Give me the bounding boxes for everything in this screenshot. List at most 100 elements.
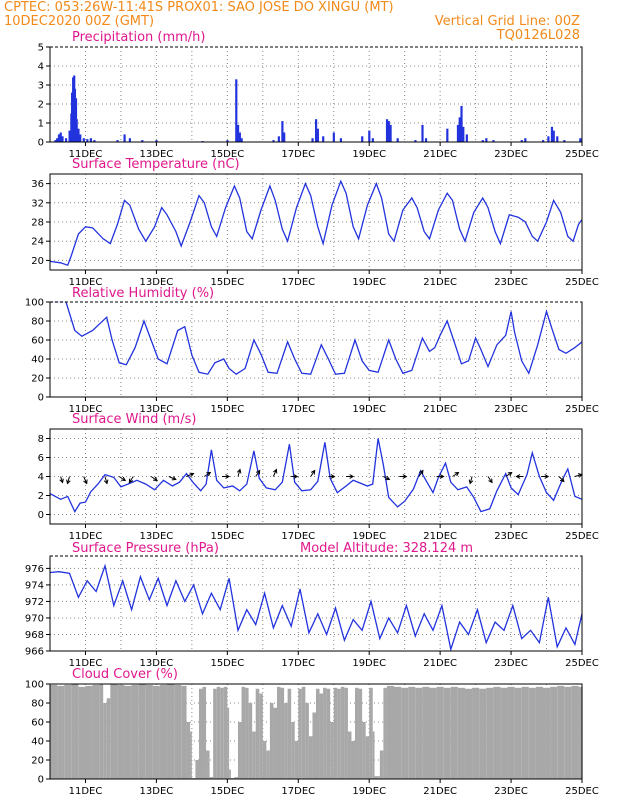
precip-bar: [322, 136, 325, 142]
cloud-bar: [186, 722, 191, 779]
cloud-bar: [333, 687, 338, 779]
cloud-bar: [557, 685, 565, 779]
rh-xtick-label: 11DEC: [69, 404, 103, 415]
pres-xtick-label: 17DEC: [281, 658, 315, 669]
precip-bar: [240, 138, 243, 142]
temp-panel-title: Surface Temperature (nC): [72, 157, 240, 172]
cloud-bar: [110, 684, 118, 779]
temp-xtick-label: 15DEC: [210, 277, 244, 288]
header-station-line: CPTEC: 053:26W-11:41S PROX01: SAO JOSE D…: [4, 0, 394, 15]
wind-arrow: [346, 474, 355, 479]
cloud-bar: [340, 686, 345, 779]
precip-ytick-label: 2: [38, 100, 44, 111]
cloud-bar: [195, 760, 199, 779]
cloud-panel: 0 20 40 60 80 100 11DEC 13DEC 15DEC 17DEC 19DEC 21D…: [25, 680, 599, 798]
precip-bar: [68, 130, 71, 142]
cloud-bar: [323, 687, 327, 779]
cloud-bar: [266, 750, 270, 779]
cloud-bar: [450, 686, 458, 779]
wind-arrow: [83, 476, 88, 485]
rh-ytick-label: 40: [31, 355, 44, 366]
precip-bar: [460, 105, 463, 142]
precip-bar: [56, 138, 59, 142]
cloud-bar: [291, 722, 295, 779]
precip-bar: [86, 139, 89, 142]
precip-panel: 0 1 2 3 4 5 11DEC 13DEC 15DEC 17DEC 19DEC 21DEC 23DE…: [38, 43, 599, 161]
temp-ytick-label: 32: [31, 198, 44, 209]
cloud-xtick-label: 25DEC: [565, 786, 599, 797]
cloud-bar: [209, 777, 214, 779]
cloud-ytick-label: 60: [31, 718, 44, 729]
wind-arrow: [291, 474, 299, 479]
cloud-bar: [159, 684, 168, 779]
pres-ytick-label: 968: [25, 630, 44, 641]
cloud-bar: [394, 686, 402, 779]
cloud-bar: [316, 688, 320, 779]
precip-bar: [556, 136, 559, 142]
cloud-bar: [401, 687, 409, 779]
precip-bar: [361, 136, 364, 142]
precip-xtick-label: 23DEC: [494, 149, 528, 160]
wind-panel-title: Surface Wind (m/s): [72, 412, 196, 427]
precip-bar: [368, 130, 371, 142]
wind-arrow: [515, 474, 524, 479]
wind-series-line: [49, 438, 583, 513]
pres-xtick-label: 13DEC: [140, 658, 174, 669]
cloud-bar: [198, 688, 203, 779]
cloud-bar: [248, 703, 253, 779]
precip-bar: [563, 140, 566, 142]
temp-panel: 20 24 28 32 36 11DEC 13DEC 15DEC 17DEC 19DEC 21DEC…: [31, 173, 599, 288]
wind-arrow: [103, 476, 109, 485]
precip-bar: [389, 124, 392, 142]
cloud-bar: [298, 688, 302, 779]
rh-ytick-label: 0: [38, 393, 44, 404]
rh-xtick-label: 19DEC: [352, 404, 386, 415]
cloud-bar: [152, 685, 160, 779]
cloud-xtick-label: 23DEC: [494, 786, 528, 797]
cloud-bar: [521, 686, 529, 779]
pres-xtick-label: 25DEC: [565, 658, 599, 669]
cloud-xtick-label: 21DEC: [423, 786, 457, 797]
wind-arrow: [328, 474, 336, 479]
wind-plot-frame: [49, 428, 583, 525]
pres-xtick-label: 15DEC: [210, 658, 244, 669]
cloud-bar: [337, 688, 341, 779]
cloud-bar: [103, 703, 107, 779]
precip-bar: [385, 119, 389, 142]
wind-xtick-label: 23DEC: [494, 531, 528, 542]
cloud-ytick-label: 40: [31, 737, 44, 748]
cloud-bar: [358, 688, 363, 779]
pres-ytick-label: 976: [25, 564, 44, 575]
cloud-bar: [294, 741, 299, 779]
precip-bar: [371, 138, 374, 142]
cloud-bar: [237, 722, 242, 779]
cloud-bar: [280, 687, 285, 779]
cloud-bar: [312, 712, 316, 779]
wind-arrow: [222, 474, 231, 479]
precip-bar: [550, 126, 554, 142]
cloud-bar: [542, 687, 551, 779]
cloud-bar: [138, 684, 146, 779]
precip-bar: [414, 140, 417, 142]
cloud-panel-title: Cloud Cover (%): [72, 667, 178, 682]
precip-bar: [123, 134, 126, 142]
wind-xtick-label: 11DEC: [69, 531, 103, 542]
wind-arrow: [487, 476, 493, 484]
precip-bar: [541, 140, 545, 142]
cloud-bar: [507, 686, 515, 779]
wind-arrow: [186, 472, 195, 477]
temp-xtick-label: 11DEC: [69, 277, 103, 288]
precip-bar: [236, 124, 240, 142]
cloud-bar: [241, 686, 246, 779]
wind-xtick-label: 19DEC: [352, 531, 386, 542]
cloud-bar: [443, 687, 451, 779]
precip-bar: [396, 138, 399, 142]
wind-ytick-label: 4: [38, 472, 44, 483]
precip-bar: [316, 128, 319, 142]
cloud-bar: [145, 684, 153, 779]
rh-panel: 0 20 40 60 80 100 11DEC 13DEC 15DEC 17DEC 19DEC 21D…: [25, 298, 599, 416]
precip-bar: [456, 124, 460, 142]
cloud-bar: [374, 776, 380, 779]
cloud-bar: [220, 687, 224, 779]
wind-arrow: [128, 476, 134, 484]
